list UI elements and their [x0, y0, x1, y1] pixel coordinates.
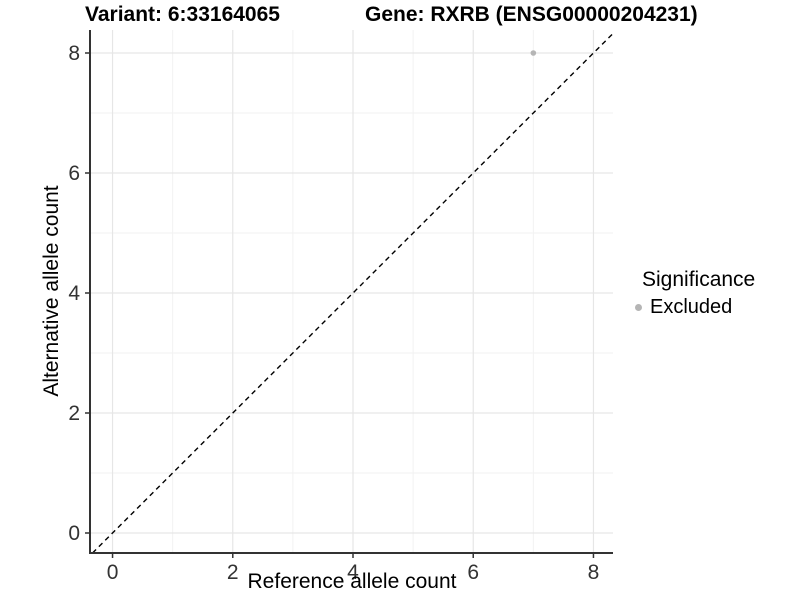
legend-item-label: Excluded: [650, 296, 733, 318]
y-axis-title: Alternative allele count: [40, 185, 63, 397]
legend-title: Significance: [642, 268, 756, 291]
plot-title-gene: Gene: RXRB (ENSG00000204231): [365, 3, 698, 26]
x-tick-label: 6: [467, 561, 479, 584]
identity-dashed-line: [92, 33, 614, 554]
x-tick-label: 8: [588, 561, 600, 584]
legend-item: Excluded: [630, 296, 755, 319]
legend-point-icon: [635, 304, 642, 311]
legend: Significance Excluded: [630, 268, 755, 319]
x-tick-label: 2: [227, 561, 239, 584]
data-point: [530, 50, 537, 56]
x-tick-label: 0: [107, 561, 119, 584]
x-tick-label: 4: [347, 561, 359, 584]
plot-title-variant: Variant: 6:33164065: [85, 3, 280, 26]
y-tick-label: 4: [68, 282, 80, 305]
x-axis-title: Reference allele count: [247, 570, 457, 593]
y-tick-label: 8: [68, 42, 80, 65]
y-tick-label: 2: [68, 402, 80, 425]
y-tick-label: 6: [68, 162, 80, 185]
y-tick-label: 0: [68, 522, 80, 545]
